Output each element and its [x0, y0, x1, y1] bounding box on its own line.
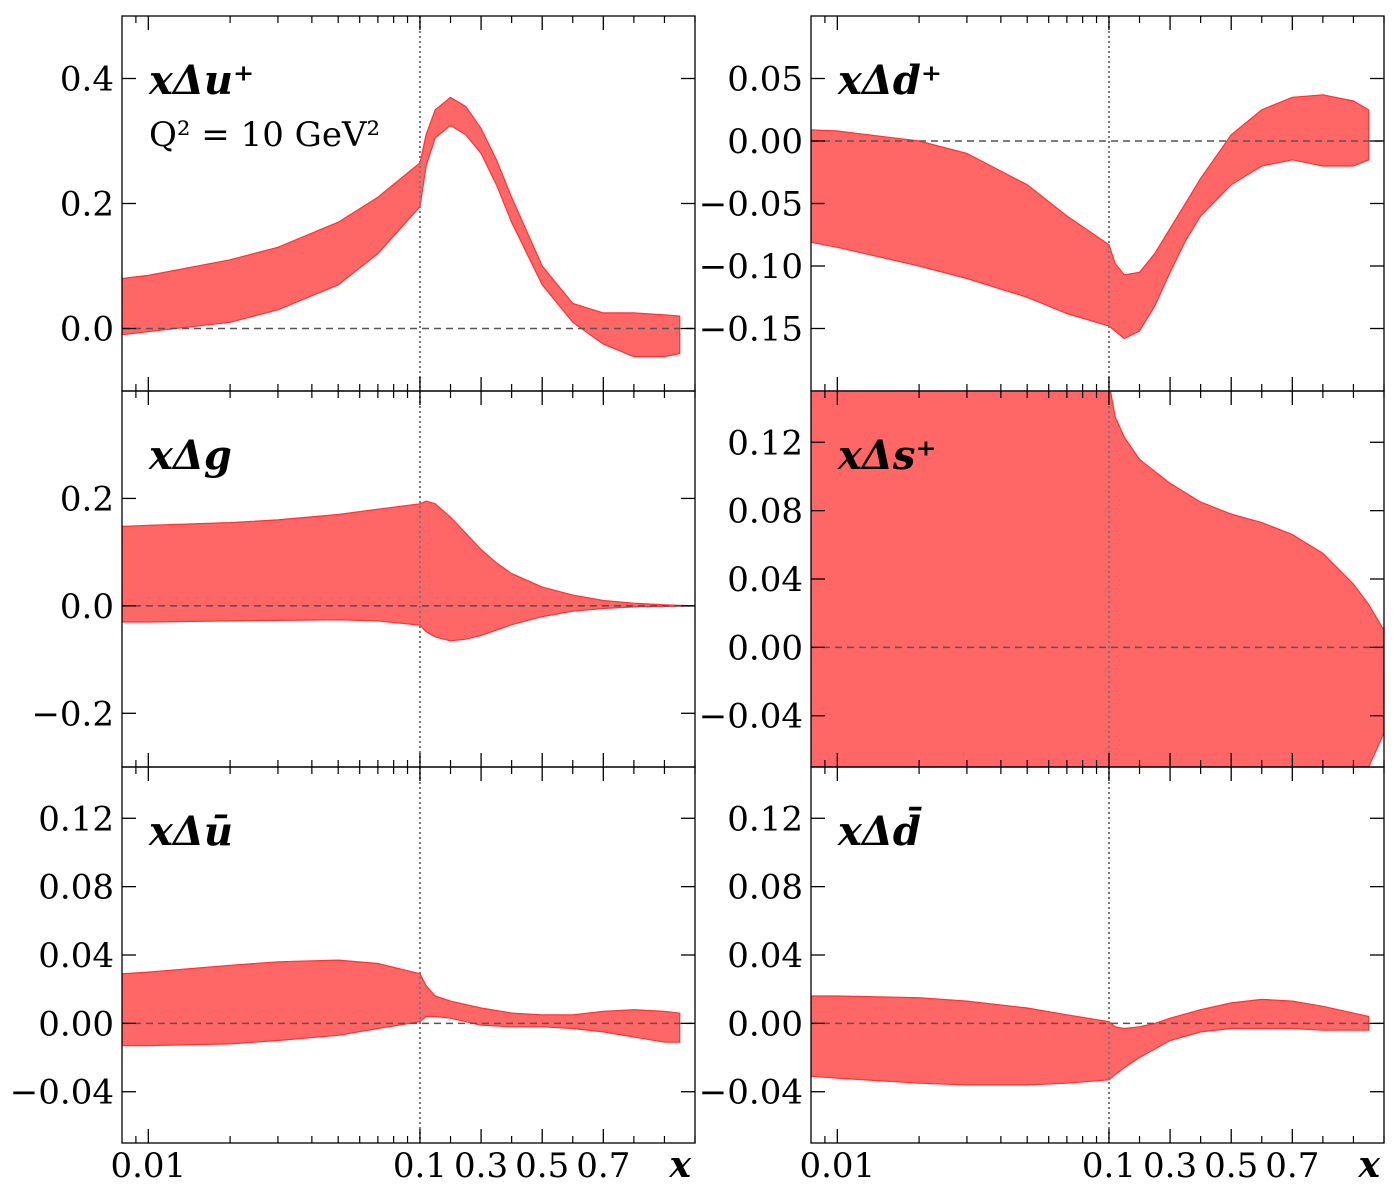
uncertainty-band-dg — [122, 500, 695, 642]
uncertainty-band-du — [122, 96, 681, 358]
panel-title: xΔū — [148, 808, 233, 855]
y-tick-label: 0.12 — [727, 799, 803, 839]
panel-ds: −0.04 0.00 0.04 0.08 0.12 xΔs⁺ — [699, 390, 1385, 768]
x-tick-label: 0.3 — [454, 1146, 508, 1186]
y-tick-label: 0.00 — [727, 122, 803, 162]
y-tick-label: 0.04 — [727, 936, 803, 976]
y-tick-label: 0.00 — [38, 1004, 114, 1044]
panel-dd: −0.15 −0.10 −0.05 0.00 0.05 xΔd⁺ — [699, 15, 1385, 392]
y-tick-label: −0.15 — [699, 310, 803, 350]
panel-title: xΔu⁺ — [148, 57, 254, 104]
x-tick-label: 0.5 — [1204, 1146, 1258, 1186]
panel-dg: −0.2 0.0 0.2 xΔg — [31, 390, 696, 768]
y-tick-label: 0.12 — [38, 799, 114, 839]
uncertainty-band-dd — [811, 94, 1370, 340]
uncertainty-band-ddbar — [811, 995, 1370, 1086]
y-tick-label: −0.05 — [699, 185, 803, 225]
y-tick-label: 0.08 — [38, 868, 114, 908]
y-tick-label: 0.05 — [727, 60, 803, 100]
y-tick-label: 0.2 — [60, 479, 114, 519]
panel-title: xΔd⁺ — [837, 57, 942, 104]
x-tick-label: 0.5 — [515, 1146, 569, 1186]
panel-du: 0.0 0.2 0.4 xΔu⁺ Q² = 10 GeV² — [60, 15, 696, 392]
y-tick-label: 0.08 — [727, 868, 803, 908]
panel-ddbar: 0.01 0.1 0.3 0.5 0.7 x −0.04 0.00 0.04 0.08 0.12 xΔ… — [699, 766, 1385, 1186]
y-tick-label: 0.2 — [60, 185, 114, 225]
y-tick-label: 0.0 — [60, 310, 114, 350]
x-tick-label: 0.7 — [1265, 1146, 1319, 1186]
panel-title: xΔg — [148, 432, 232, 479]
x-tick-label: 0.1 — [393, 1146, 447, 1186]
y-tick-label: 0.0 — [60, 587, 114, 627]
panel-title: xΔs⁺ — [837, 432, 937, 479]
x-axis-label: x — [669, 1144, 692, 1186]
x-tick-label: 0.01 — [799, 1146, 875, 1186]
y-tick-label: −0.2 — [31, 694, 114, 734]
x-tick-label: 0.7 — [576, 1146, 630, 1186]
panel-title: xΔd̄ — [837, 808, 922, 855]
x-tick-label: 0.3 — [1143, 1146, 1197, 1186]
scale-annotation: Q² = 10 GeV² — [149, 115, 380, 155]
x-axis-label: x — [1358, 1144, 1381, 1186]
x-tick-label: 0.01 — [110, 1146, 186, 1186]
y-tick-label: 0.04 — [38, 936, 114, 976]
y-tick-label: 0.04 — [727, 560, 803, 600]
panel-dubar: 0.01 0.1 0.3 0.5 0.7 x −0.04 0.00 0.04 0.08 0.12 xΔ… — [10, 766, 696, 1186]
uncertainty-band-ds — [811, 391, 1384, 767]
y-tick-label: −0.04 — [10, 1073, 114, 1113]
y-tick-label: 0.00 — [727, 628, 803, 668]
y-tick-label: −0.10 — [699, 247, 803, 287]
uncertainty-band-dubar — [122, 959, 681, 1047]
y-tick-label: 0.12 — [727, 423, 803, 463]
y-tick-label: −0.04 — [699, 697, 803, 737]
y-tick-label: 0.00 — [727, 1004, 803, 1044]
y-tick-label: 0.08 — [727, 492, 803, 532]
y-tick-label: −0.04 — [699, 1073, 803, 1113]
y-tick-label: 0.4 — [60, 60, 114, 100]
x-tick-label: 0.1 — [1082, 1146, 1136, 1186]
